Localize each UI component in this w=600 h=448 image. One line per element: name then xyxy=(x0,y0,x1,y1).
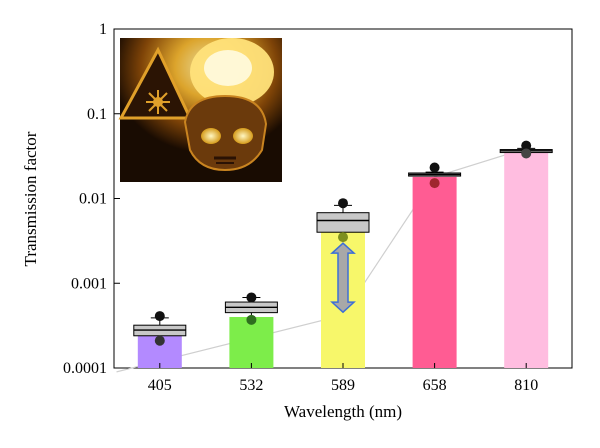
x-tick-label-1: 532 xyxy=(239,377,263,394)
y-axis-title: Transmission factor xyxy=(21,131,40,266)
skull-eye-left-icon xyxy=(201,128,221,144)
box-2 xyxy=(316,212,370,233)
warning-sign-icon xyxy=(118,46,193,120)
x-axis-title: Wavelength (nm) xyxy=(284,402,402,421)
point-low-4 xyxy=(521,148,532,159)
bar-532 xyxy=(229,316,274,368)
x-tick-label-3: 658 xyxy=(423,377,447,394)
point-low-1 xyxy=(246,314,257,325)
skull-eye-right-icon xyxy=(233,128,253,144)
bar-810 xyxy=(504,151,549,368)
y-tick-label-3: 0.1 xyxy=(87,106,107,123)
plot-area xyxy=(113,28,573,373)
point-low-0 xyxy=(154,335,165,346)
point-low-3 xyxy=(429,178,440,189)
y-tick-label-1: 0.001 xyxy=(71,275,107,292)
skull-icon xyxy=(183,94,268,172)
y-axis: 0.0001 0.001 0.01 0.1 1 xyxy=(63,21,120,377)
points-group xyxy=(154,140,532,346)
x-tick-label-0: 405 xyxy=(148,377,172,394)
bars-group xyxy=(137,151,549,368)
point-low-2 xyxy=(338,232,348,243)
double-arrow-icon xyxy=(330,242,356,314)
point-high-2 xyxy=(338,198,348,209)
point-high-4 xyxy=(521,140,532,151)
x-axis: 405 532 589 658 810 xyxy=(148,363,538,394)
point-high-0 xyxy=(154,311,165,322)
arrow-group xyxy=(330,242,356,314)
point-high-1 xyxy=(246,292,257,303)
x-tick-label-4: 810 xyxy=(514,377,538,394)
laser-symbol-icon xyxy=(146,90,170,114)
x-tick-label-2: 589 xyxy=(331,377,355,394)
bar-658 xyxy=(412,176,457,368)
inset-photo xyxy=(118,38,282,182)
y-tick-label-4: 1 xyxy=(99,21,107,38)
y-tick-label-0: 0.0001 xyxy=(63,360,107,377)
y-tick-label-2: 0.01 xyxy=(79,191,107,208)
point-high-3 xyxy=(429,162,440,173)
